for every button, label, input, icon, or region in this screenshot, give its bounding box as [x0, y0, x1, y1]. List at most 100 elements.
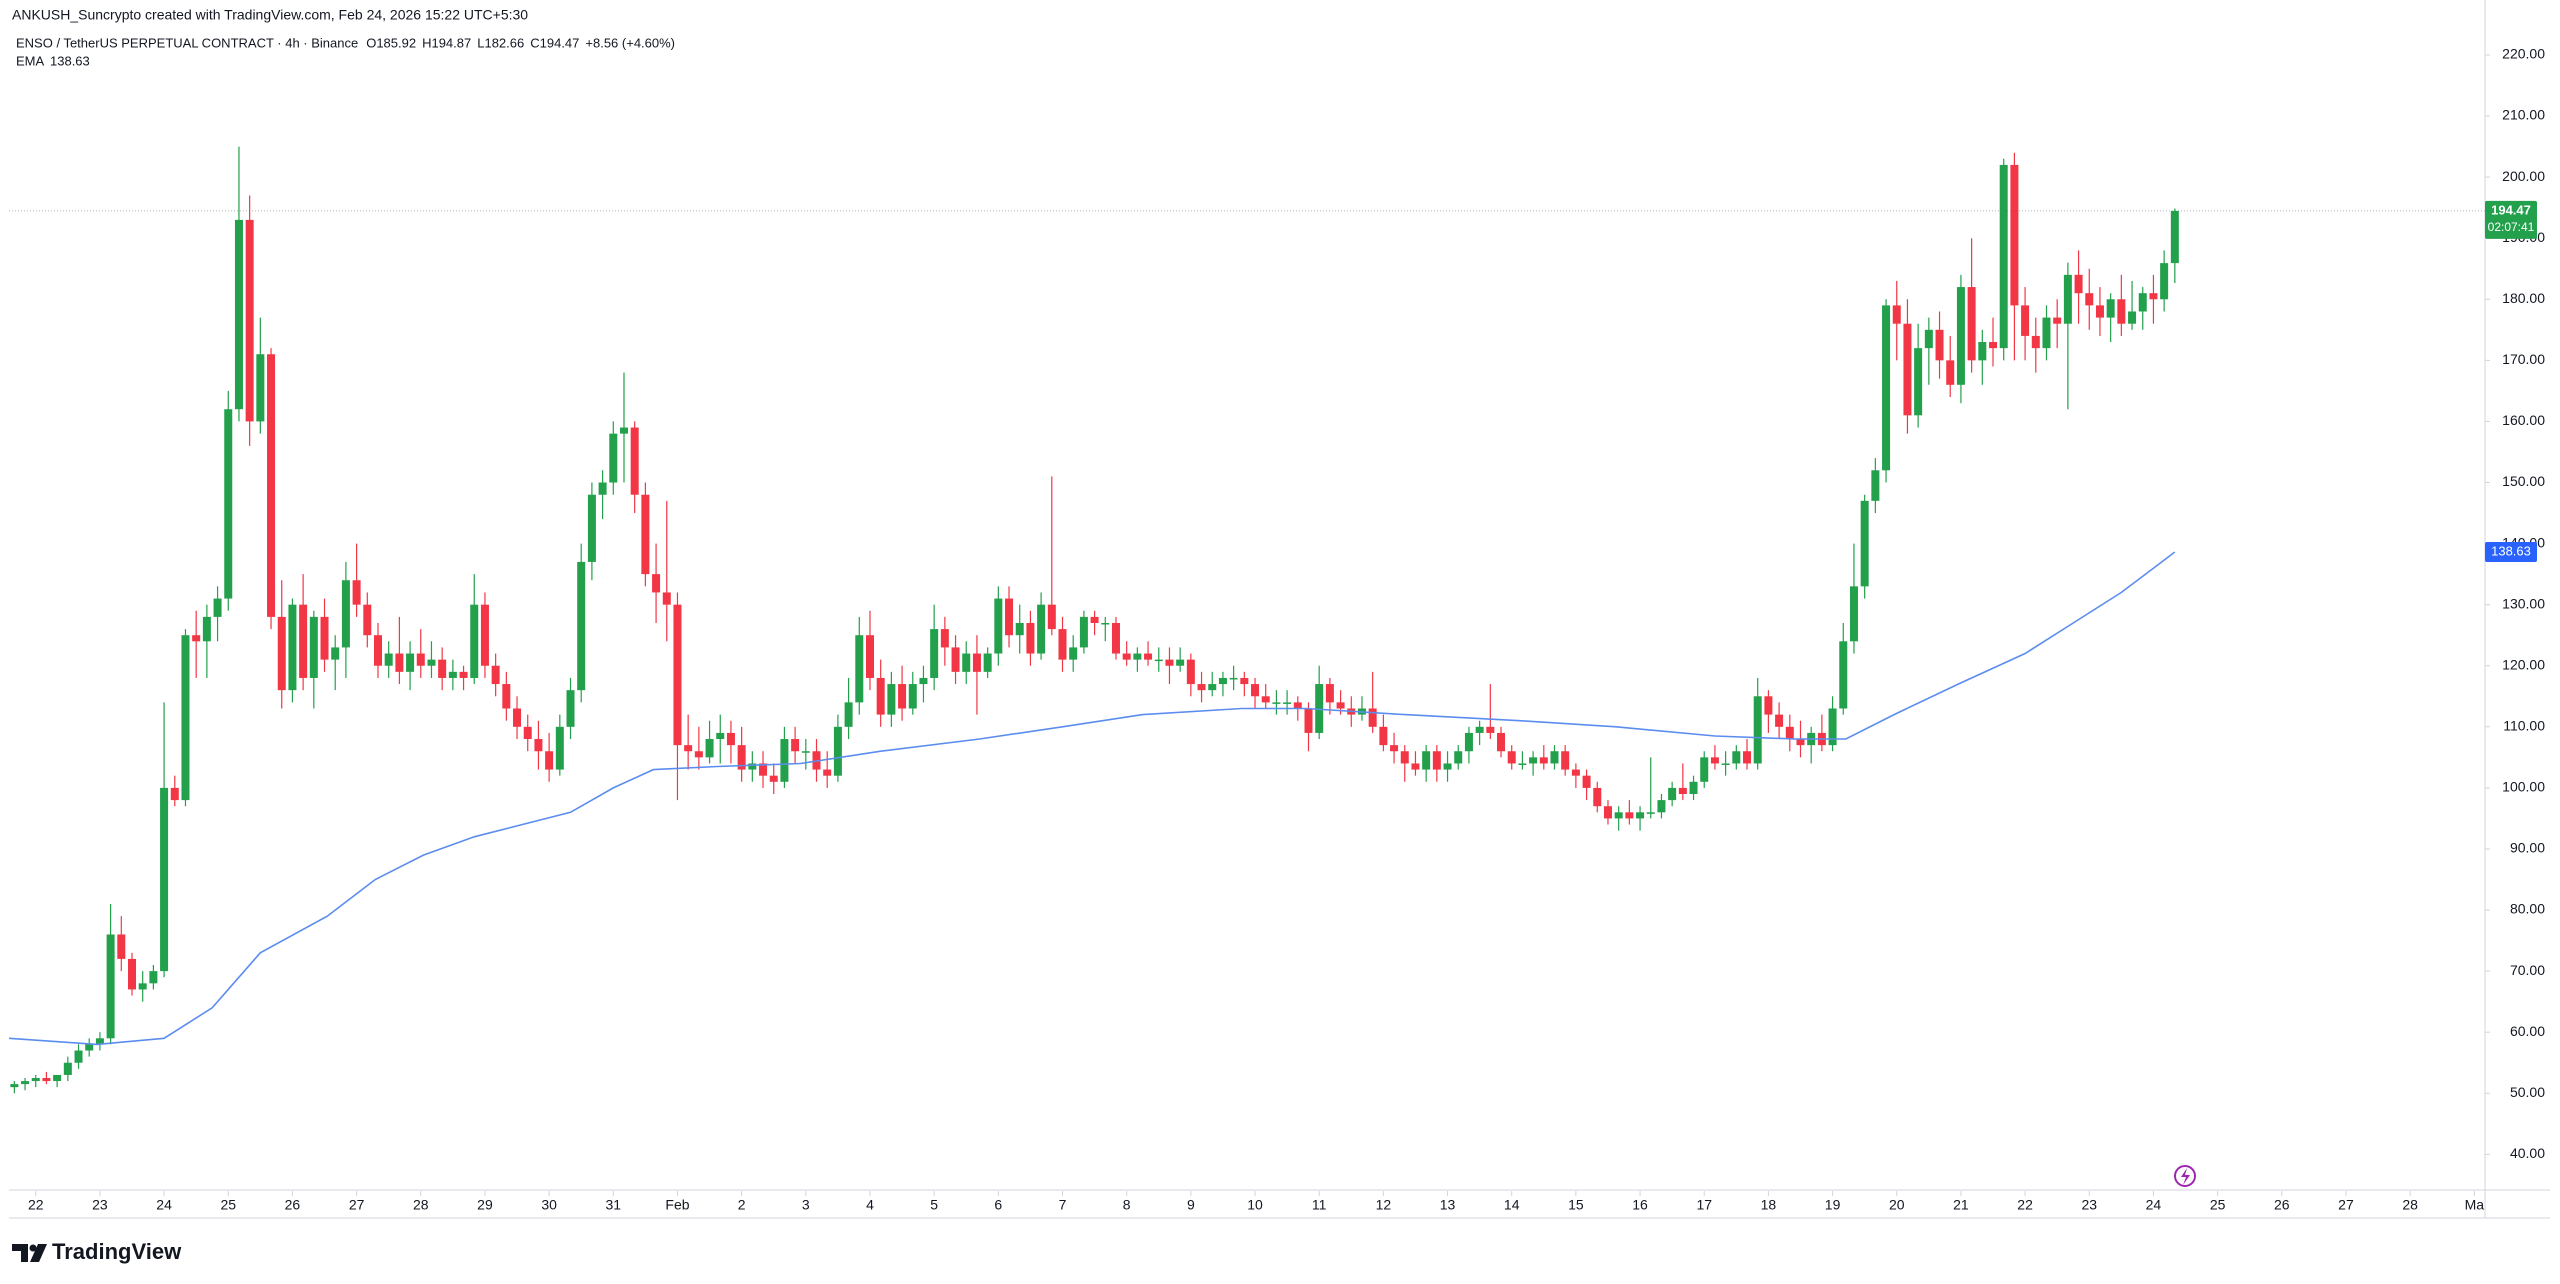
candle-body	[1111, 622, 1120, 654]
candle-body	[1497, 732, 1506, 752]
candle-body	[833, 726, 842, 776]
candle-body	[1325, 684, 1334, 703]
candle-body	[1668, 787, 1677, 801]
candle-body	[1892, 305, 1901, 324]
logo-icon	[12, 1244, 47, 1262]
candle-body	[1507, 751, 1516, 764]
y-tick-label: 110.00	[2503, 718, 2545, 734]
symbol: ENSO / TetherUS PERPETUAL CONTRACT · 4h …	[16, 35, 358, 50]
ema-line	[8, 551, 2176, 1046]
x-tick-label: 10	[1247, 1197, 1263, 1213]
candle-body	[2117, 299, 2126, 324]
candle-body	[1486, 726, 1495, 733]
candle-body	[1272, 702, 1281, 704]
candle-body	[619, 427, 628, 434]
candle-body	[2031, 335, 2040, 349]
x-tick-label: 29	[477, 1197, 493, 1213]
x-tick-label: 17	[1696, 1197, 1712, 1213]
candle-body	[780, 739, 789, 782]
candle-body	[1721, 763, 1730, 765]
candle-body	[2149, 293, 2158, 300]
candle-body	[192, 635, 201, 642]
candle-body	[1967, 287, 1976, 361]
candle-body	[363, 604, 372, 636]
logo-dot	[29, 1244, 37, 1252]
candle-body	[202, 616, 211, 642]
candle-body	[138, 983, 147, 990]
candle-body	[1743, 751, 1752, 764]
candle-body	[1946, 360, 1955, 385]
x-tick-label: 22	[2017, 1197, 2033, 1213]
x-tick-label: 3	[802, 1197, 810, 1213]
y-tick-label: 220.00	[2502, 46, 2545, 62]
candle-body	[566, 690, 575, 727]
x-tick-label: 2	[738, 1197, 746, 1213]
y-tick-label: 60.00	[2510, 1023, 2545, 1039]
candle-body	[1657, 800, 1666, 813]
ema-name: EMA	[16, 53, 45, 68]
candle-body	[726, 732, 735, 746]
candle-body	[1229, 677, 1238, 680]
candle-body	[470, 604, 479, 678]
x-tick-label: 31	[606, 1197, 622, 1213]
candle-body	[587, 494, 596, 562]
candle-body	[983, 653, 992, 672]
candle-body	[1882, 305, 1891, 471]
candle-body	[234, 219, 243, 410]
candle-body	[95, 1038, 104, 1045]
x-tick-label: 11	[1312, 1197, 1327, 1213]
candle-body	[1283, 702, 1292, 704]
candle-body	[1411, 763, 1420, 770]
candle-body	[2095, 305, 2104, 318]
candle-body	[534, 739, 543, 752]
candle-body	[855, 635, 864, 703]
candle-body	[791, 739, 800, 752]
x-tick-label: 25	[220, 1197, 236, 1213]
candle-body	[1069, 647, 1078, 660]
candle-body	[930, 629, 939, 678]
candle-body	[887, 684, 896, 715]
candle-body	[2160, 263, 2169, 300]
candle-body	[1753, 696, 1762, 764]
candle-body	[1037, 604, 1046, 654]
y-tick-label: 40.00	[2510, 1145, 2545, 1161]
ohlc-legend: C194.47	[530, 35, 579, 50]
candle-body	[63, 1062, 72, 1075]
candle-body	[1432, 751, 1441, 770]
candle-body	[962, 653, 971, 672]
candle-body	[1785, 726, 1794, 740]
logo: TradingView	[12, 1239, 182, 1264]
candle-body	[908, 684, 917, 709]
candle-body	[160, 787, 169, 972]
candle-body	[1924, 329, 1933, 349]
x-tick-label: 9	[1187, 1197, 1195, 1213]
candle-body	[555, 726, 564, 770]
candle-body	[1400, 751, 1409, 764]
icon[interactable]	[2174, 1165, 2196, 1187]
candle-body	[491, 665, 500, 685]
candle-body	[1422, 751, 1431, 770]
x-tick-label: Feb	[665, 1197, 689, 1213]
candle-body	[85, 1044, 94, 1051]
candle-body	[919, 677, 928, 685]
ohlc-legend: O185.92	[366, 35, 416, 50]
candle-body	[1860, 500, 1869, 587]
candle-body	[673, 604, 682, 746]
candle-body	[395, 653, 404, 672]
candle-body	[256, 354, 265, 422]
candle-body	[438, 659, 447, 678]
candle-body	[181, 635, 190, 801]
candle-body	[1914, 348, 1923, 416]
candle-body	[1849, 586, 1858, 642]
candle-body	[127, 958, 136, 990]
candle-body	[427, 659, 436, 666]
candle-body	[1176, 659, 1185, 666]
candle-body	[1261, 696, 1270, 703]
candle-body	[823, 769, 832, 776]
candle-body	[1315, 684, 1324, 733]
y-tick-label: 160.00	[2502, 412, 2545, 428]
candle-body	[320, 616, 329, 660]
logo-text: TradingView	[52, 1239, 182, 1264]
candle-body	[1090, 616, 1099, 623]
